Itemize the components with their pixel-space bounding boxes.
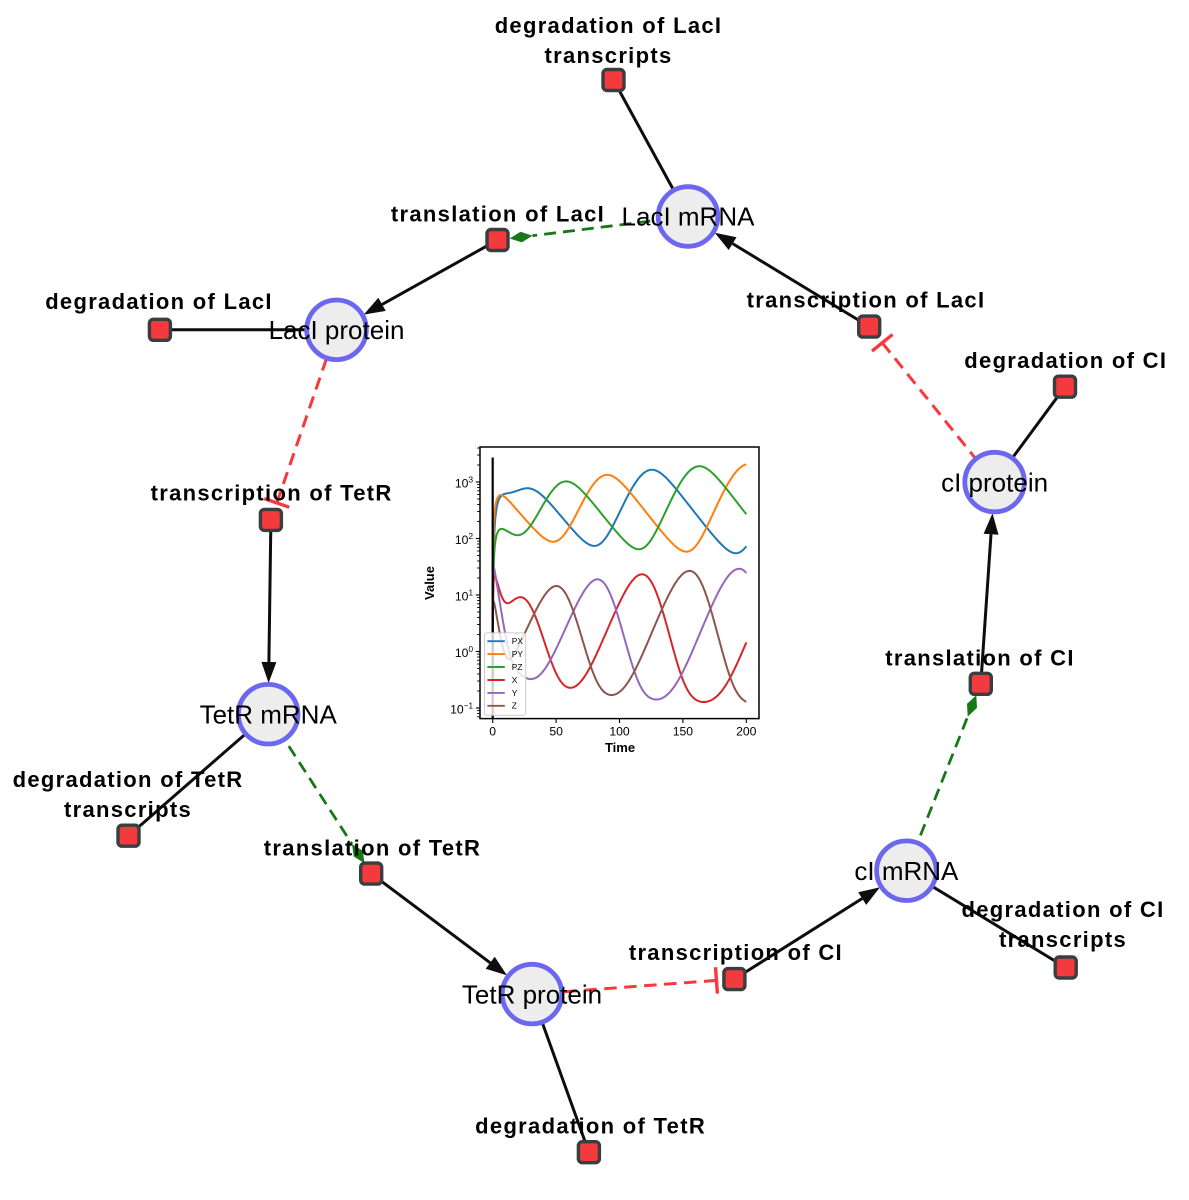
svg-text:PY: PY bbox=[512, 649, 524, 659]
svg-text:0: 0 bbox=[489, 725, 496, 739]
svg-text:TetR mRNA: TetR mRNA bbox=[200, 699, 338, 729]
svg-text:200: 200 bbox=[736, 725, 757, 739]
svg-text:degradation of LacI: degradation of LacI bbox=[45, 289, 273, 314]
svg-text:Z: Z bbox=[512, 701, 517, 711]
svg-text:Y: Y bbox=[512, 688, 518, 698]
svg-text:degradation of CI: degradation of CI bbox=[962, 897, 1165, 922]
svg-text:transcripts: transcripts bbox=[64, 797, 192, 822]
svg-text:cI mRNA: cI mRNA bbox=[854, 856, 959, 886]
svg-text:transcripts: transcripts bbox=[544, 43, 672, 68]
svg-text:X: X bbox=[512, 675, 518, 685]
svg-text:LacI mRNA: LacI mRNA bbox=[622, 202, 756, 232]
svg-text:TetR protein: TetR protein bbox=[462, 979, 602, 1009]
svg-text:LacI protein: LacI protein bbox=[269, 315, 405, 345]
svg-text:transcripts: transcripts bbox=[999, 927, 1127, 952]
svg-text:150: 150 bbox=[673, 725, 694, 739]
svg-text:PZ: PZ bbox=[512, 662, 523, 672]
svg-text:transcription of TetR: transcription of TetR bbox=[151, 481, 393, 506]
svg-text:transcription of LacI: transcription of LacI bbox=[747, 288, 986, 313]
svg-text:translation of CI: translation of CI bbox=[885, 646, 1075, 671]
svg-text:degradation of TetR: degradation of TetR bbox=[475, 1114, 706, 1139]
svg-text:transcription of CI: transcription of CI bbox=[629, 940, 843, 965]
svg-text:50: 50 bbox=[549, 725, 563, 739]
svg-text:translation of TetR: translation of TetR bbox=[264, 836, 481, 861]
svg-text:degradation of CI: degradation of CI bbox=[964, 348, 1167, 373]
svg-text:Value: Value bbox=[422, 566, 437, 600]
svg-text:Time: Time bbox=[605, 740, 635, 755]
svg-text:cI protein: cI protein bbox=[941, 467, 1048, 497]
svg-text:degradation of TetR: degradation of TetR bbox=[13, 767, 244, 792]
svg-text:PX: PX bbox=[512, 636, 524, 646]
svg-text:degradation of LacI: degradation of LacI bbox=[495, 13, 723, 38]
svg-text:100: 100 bbox=[609, 725, 630, 739]
svg-text:translation of LacI: translation of LacI bbox=[391, 202, 605, 227]
